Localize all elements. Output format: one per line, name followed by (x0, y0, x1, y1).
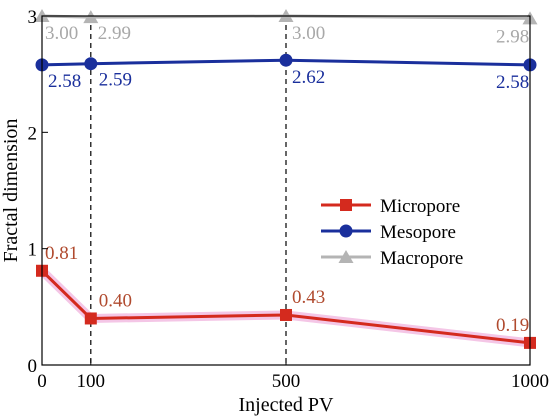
y-tick-label: 3 (28, 7, 38, 28)
legend-label: Mesopore (380, 222, 456, 243)
legend-marker (339, 224, 353, 238)
data-label-macropore: 2.99 (98, 23, 131, 44)
y-tick-label: 2 (28, 123, 38, 144)
data-label-mesopore: 2.58 (496, 72, 529, 93)
data-point-macropore (83, 10, 99, 24)
data-label-micropore: 0.40 (99, 290, 132, 311)
data-label-micropore: 0.19 (496, 315, 529, 336)
legend: Micropore Mesopore Macropore (321, 196, 463, 269)
data-label-macropore: 3.00 (292, 23, 325, 44)
x-tick-label: 0 (37, 371, 47, 392)
data-label-mesopore: 2.59 (99, 70, 132, 91)
legend-label: Macropore (380, 248, 463, 269)
legend-item-micropore: Micropore (321, 196, 460, 217)
x-tick-label: 500 (272, 371, 301, 392)
data-label-macropore: 2.98 (496, 26, 529, 47)
data-label-micropore: 0.81 (45, 243, 78, 264)
y-tick-label: 1 (28, 240, 38, 261)
data-point-mesopore (84, 57, 98, 71)
x-axis-label: Injected PV (239, 394, 335, 416)
series-mesopore (35, 53, 537, 72)
legend-item-mesopore: Mesopore (321, 222, 456, 243)
data-label-mesopore: 2.62 (292, 67, 325, 88)
y-tick-label: 0 (28, 356, 38, 377)
series-line-micropore (40, 269, 531, 345)
x-tick-label: 1000 (511, 371, 549, 392)
data-point-mesopore (279, 53, 293, 67)
y-axis-label: Fractal dimension (0, 119, 22, 263)
tick-labels: 0 100 500 1000 0 1 2 3 (28, 7, 550, 392)
legend-item-macropore: Macropore (321, 248, 463, 269)
data-point-micropore (84, 312, 97, 325)
data-point-micropore (280, 308, 292, 321)
series-macropore (34, 9, 538, 25)
data-label-mesopore: 2.58 (48, 71, 81, 92)
legend-label: Micropore (380, 196, 460, 217)
legend-marker (340, 199, 352, 211)
legend-marker (338, 250, 354, 263)
data-label-macropore: 3.00 (45, 23, 78, 44)
series-line-mesopore (41, 58, 531, 67)
x-tick-label: 100 (77, 371, 106, 392)
data-labels: 3.00 2.99 3.00 2.98 2.58 2.59 2.62 2.58 0.81 0.40… (45, 23, 529, 336)
data-label-micropore: 0.43 (292, 287, 325, 308)
axis-ticks (41, 15, 531, 366)
reference-lines (90, 16, 287, 365)
